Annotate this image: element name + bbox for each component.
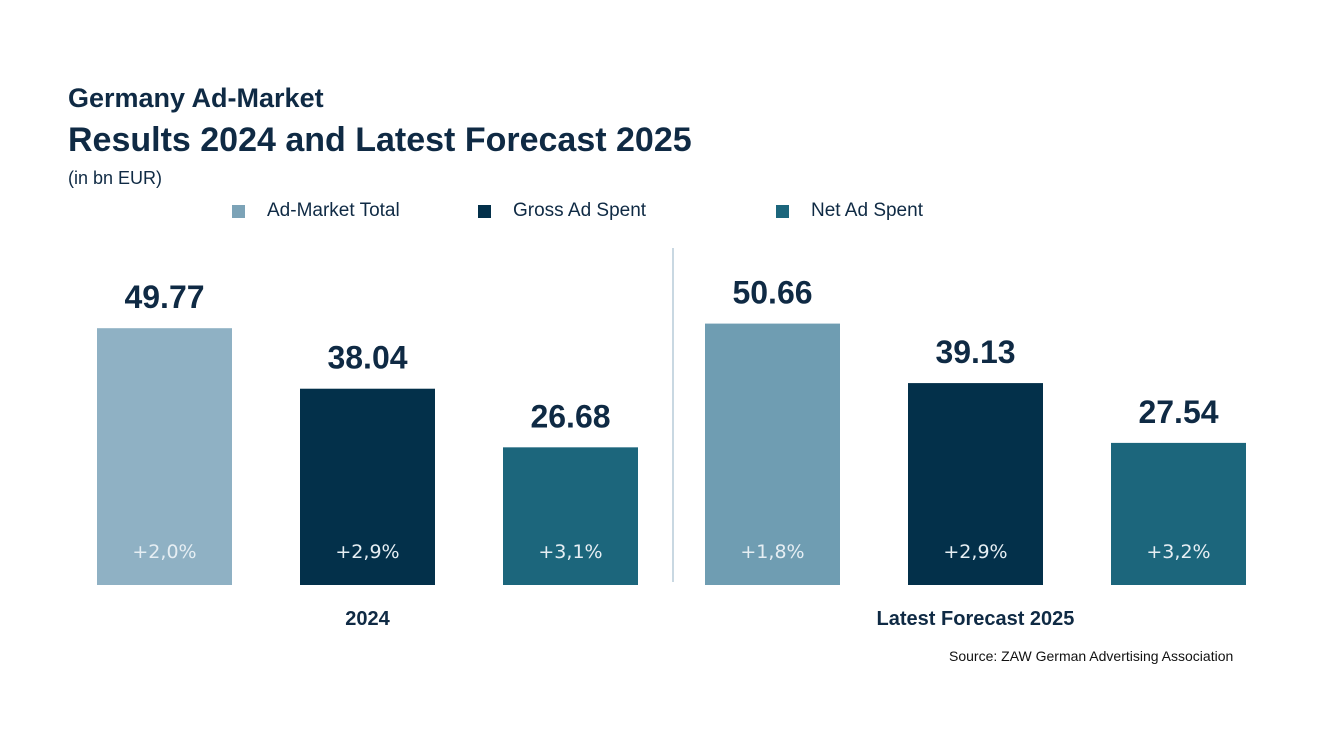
legend-swatch [232, 204, 245, 218]
source-note: Source: ZAW German Advertising Associati… [949, 648, 1234, 664]
legend-label: Net Ad Spent [811, 200, 923, 221]
chart-title: Germany Ad-Market [68, 83, 324, 113]
legend-label: Gross Ad Spent [513, 200, 647, 221]
value-label: 27.54 [1138, 394, 1218, 430]
legend-item-gross: Gross Ad Spent [478, 200, 646, 222]
value-label: 38.04 [327, 340, 407, 376]
value-label: 50.66 [732, 275, 812, 311]
growth-label: +2,0% [132, 541, 196, 563]
legend-swatch [776, 204, 789, 218]
legend-item-total: Ad-Market Total [232, 200, 400, 222]
bar [705, 323, 840, 585]
category-label: 2024 [345, 608, 390, 630]
category-label: Latest Forecast 2025 [877, 608, 1075, 630]
chart-subtitle: Results 2024 and Latest Forecast 2025 [68, 121, 692, 159]
growth-label: +1,8% [740, 541, 804, 563]
bar [503, 447, 638, 585]
value-label: 49.77 [124, 279, 204, 315]
bar [97, 328, 232, 585]
value-label: 26.68 [530, 398, 610, 434]
bar [908, 383, 1043, 585]
legend-label: Ad-Market Total [267, 200, 400, 221]
bar [300, 388, 435, 585]
growth-label: +2,9% [335, 541, 399, 563]
growth-label: +2,9% [943, 541, 1007, 563]
legend-item-net: Net Ad Spent [776, 200, 923, 222]
growth-label: +3,1% [538, 541, 602, 563]
legend-swatch [478, 204, 491, 218]
unit-note: (in bn EUR) [68, 168, 163, 188]
growth-label: +3,2% [1146, 541, 1210, 563]
value-label: 39.13 [935, 334, 1015, 370]
bar [1111, 442, 1246, 585]
